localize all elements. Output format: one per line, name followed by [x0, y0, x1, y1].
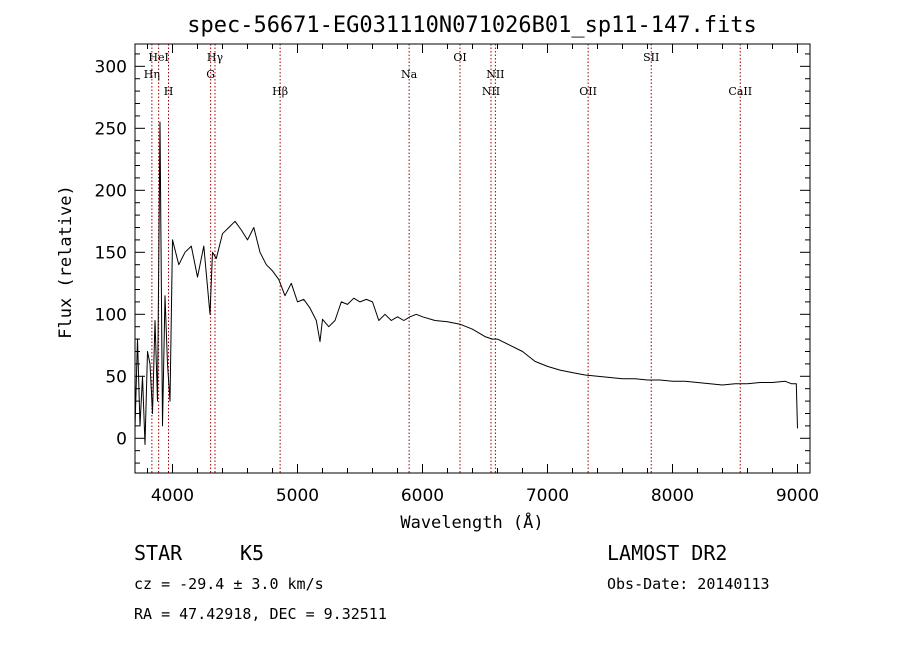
line-label-12: CaII — [728, 85, 752, 98]
line-label-1: HeI — [148, 51, 168, 64]
axis-ticks: 4000 5000 6000 7000 8000 9000 0 50 100 150 200 250 3… — [95, 44, 819, 506]
line-label-4: G — [206, 68, 215, 81]
line-label-8: NII — [486, 68, 504, 81]
y-axis-label: Flux (relative) — [56, 185, 76, 339]
line-label-2: H — [164, 85, 174, 98]
x-tick-label-1: 5000 — [276, 486, 319, 506]
x-axis-label: Wavelength (Å) — [400, 511, 543, 533]
object-subclass: K5 — [240, 541, 264, 565]
x-tick-label-5: 9000 — [776, 486, 819, 506]
y-tick-label-5: 250 — [95, 119, 127, 139]
obs-date: Obs-Date: 20140113 — [607, 575, 770, 593]
x-tick-label-2: 6000 — [401, 486, 444, 506]
x-tick-label-3: 7000 — [526, 486, 569, 506]
spectrum-series-0 — [134, 121, 798, 445]
y-tick-label-1: 50 — [105, 367, 127, 387]
line-label-10: OII — [579, 85, 597, 98]
y-tick-label-2: 100 — [95, 305, 127, 325]
ra-dec: RA = 47.42918, DEC = 9.32511 — [134, 605, 387, 623]
y-tick-label-6: 300 — [95, 57, 127, 77]
line-label-7: OI — [453, 51, 466, 64]
object-class: STAR — [134, 541, 183, 565]
line-label-9: NII — [482, 85, 500, 98]
plot-frame — [134, 43, 811, 474]
y-tick-label-4: 200 — [95, 181, 127, 201]
line-label-6: Na — [401, 68, 418, 81]
chart-title: spec-56671-EG031110N071026B01_sp11-147.f… — [187, 13, 757, 38]
plot-area — [134, 121, 798, 445]
x-tick-label-0: 4000 — [151, 486, 194, 506]
line-label-3: Hγ — [207, 51, 224, 64]
line-label-0: Hη — [144, 68, 160, 81]
line-markers — [151, 44, 741, 473]
y-tick-label-3: 150 — [95, 243, 127, 263]
line-label-5: Hβ — [272, 85, 288, 98]
y-tick-label-0: 0 — [116, 429, 127, 449]
line-labels: Hη HeI H Hγ G Hβ Na OI NII NII OII SII CaII — [144, 51, 752, 98]
redshift-cz: cz = -29.4 ± 3.0 km/s — [134, 575, 324, 593]
x-tick-label-4: 8000 — [651, 486, 694, 506]
line-label-11: SII — [643, 51, 659, 64]
survey-name: LAMOST DR2 — [607, 541, 727, 565]
